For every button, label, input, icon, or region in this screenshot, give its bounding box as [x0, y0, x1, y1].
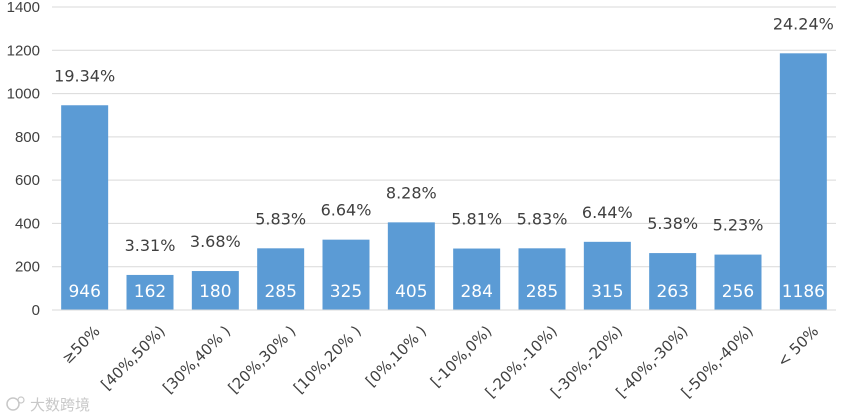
- bar: [779, 53, 827, 311]
- gridlines: [52, 6, 836, 268]
- y-tick-label: 200: [15, 259, 40, 276]
- bar-percent-label: 5.38%: [647, 214, 698, 233]
- y-tick-label: 400: [15, 215, 40, 232]
- y-tick-label: 1200: [7, 42, 40, 59]
- bars: 946 19.34% 162 3.31% 180 3.68% 285 5.83% 325 6.64…: [54, 14, 834, 311]
- y-tick-label: 800: [15, 129, 40, 146]
- bar-percent-label: 3.31%: [125, 236, 176, 255]
- bar: [61, 105, 109, 310]
- y-tick-label: 1400: [7, 0, 40, 16]
- category-label: [-10%,0%): [427, 322, 496, 391]
- bar: [387, 222, 435, 310]
- bar-percent-label: 5.83%: [517, 209, 568, 228]
- bar-value-label: 285: [264, 282, 296, 302]
- bar-value-label: 263: [656, 282, 688, 302]
- bar-value-label: 1186: [782, 282, 825, 302]
- bar-value-label: 180: [199, 282, 231, 302]
- bar-percent-label: 24.24%: [773, 14, 834, 33]
- bar: [191, 271, 239, 310]
- bar-percent-label: 5.23%: [713, 216, 764, 235]
- category-label: [0%,10% ): [362, 322, 430, 390]
- bar-percent-label: 19.34%: [54, 66, 115, 85]
- bar-value-label: 405: [395, 282, 427, 302]
- bar: [518, 248, 566, 310]
- bar-percent-label: 5.81%: [451, 210, 502, 229]
- watermark-text: 大数跨境: [30, 396, 90, 414]
- category-label: < 50%: [774, 322, 823, 371]
- bar-value-label: 284: [460, 282, 492, 302]
- bar: [322, 239, 370, 310]
- bar: [583, 241, 631, 310]
- bar-percent-label: 5.83%: [255, 209, 306, 228]
- bar-value-label: 162: [134, 282, 166, 302]
- y-tick-label: 0: [32, 302, 40, 319]
- bar-value-label: 315: [591, 282, 623, 302]
- logo-icon: [6, 396, 25, 411]
- category-label: ≥50%: [58, 322, 103, 367]
- category-labels: ≥50%[40%,50%)[30%,40% )[20%,30% )[10%,20…: [58, 322, 822, 401]
- y-axis-ticks: 0 200 400 600 800 1000 1200 1400: [7, 0, 40, 319]
- bar: [257, 248, 305, 310]
- y-tick-label: 1000: [7, 86, 40, 103]
- y-tick-label: 600: [15, 172, 40, 189]
- bar-percent-label: 6.44%: [582, 203, 633, 222]
- category-label: [30%,40% ): [159, 322, 234, 397]
- bar: [126, 274, 174, 310]
- bar: [714, 254, 762, 310]
- watermark: 大数跨境: [6, 396, 90, 414]
- bar: [649, 253, 697, 310]
- bar-value-label: 256: [722, 282, 754, 302]
- bar-value-label: 285: [526, 282, 558, 302]
- category-label: [10%,20% ): [290, 322, 365, 397]
- bar-value-label: 325: [330, 282, 362, 302]
- bar: [453, 248, 501, 310]
- bar-value-label: 946: [68, 282, 100, 302]
- category-label: [40%,50%): [97, 322, 169, 394]
- bar-percent-label: 6.64%: [321, 201, 372, 220]
- category-label: [20%,30% ): [225, 322, 300, 397]
- bar-percent-label: 3.68%: [190, 232, 241, 251]
- bar-percent-label: 8.28%: [386, 183, 437, 202]
